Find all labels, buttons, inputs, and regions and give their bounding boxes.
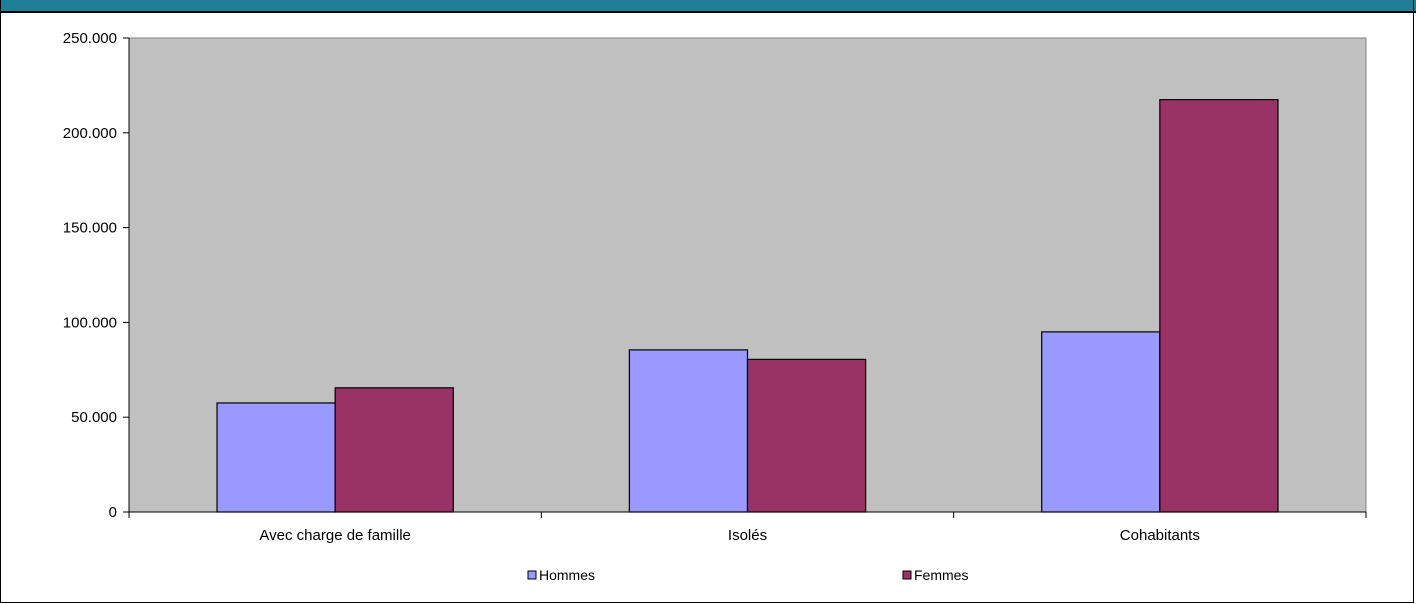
y-tick-label: 200.000	[63, 125, 117, 142]
y-tick-label: 100.000	[63, 314, 117, 331]
y-tick-label: 50.000	[71, 409, 117, 426]
y-tick-label: 250.000	[63, 30, 117, 47]
legend-swatch-hommes	[527, 570, 537, 580]
legend-label-hommes: Hommes	[539, 567, 595, 583]
window-title-bar	[0, 0, 1416, 13]
bar-hommes-0	[216, 402, 336, 513]
y-tick-label: 0	[109, 504, 117, 521]
y-axis: 0 50.000 100.000 150.000 200.000 250.000	[63, 30, 130, 521]
x-axis: Avec charge de famille Isolés Cohabitants	[128, 511, 1367, 544]
bar-femmes-1	[746, 358, 867, 513]
bars	[216, 99, 1279, 513]
legend: Hommes Femmes	[527, 567, 968, 583]
bar-femmes-0	[334, 387, 454, 513]
bar-hommes-1	[628, 349, 749, 513]
legend-swatch-femmes	[902, 570, 912, 580]
x-category-label: Cohabitants	[1120, 527, 1200, 544]
y-tick-label: 150.000	[63, 220, 117, 237]
bar-hommes-2	[1041, 331, 1161, 513]
x-category-label: Avec charge de famille	[259, 527, 410, 544]
legend-label-femmes: Femmes	[914, 567, 968, 583]
bar-femmes-2	[1159, 99, 1279, 513]
x-category-label: Isolés	[728, 527, 767, 544]
